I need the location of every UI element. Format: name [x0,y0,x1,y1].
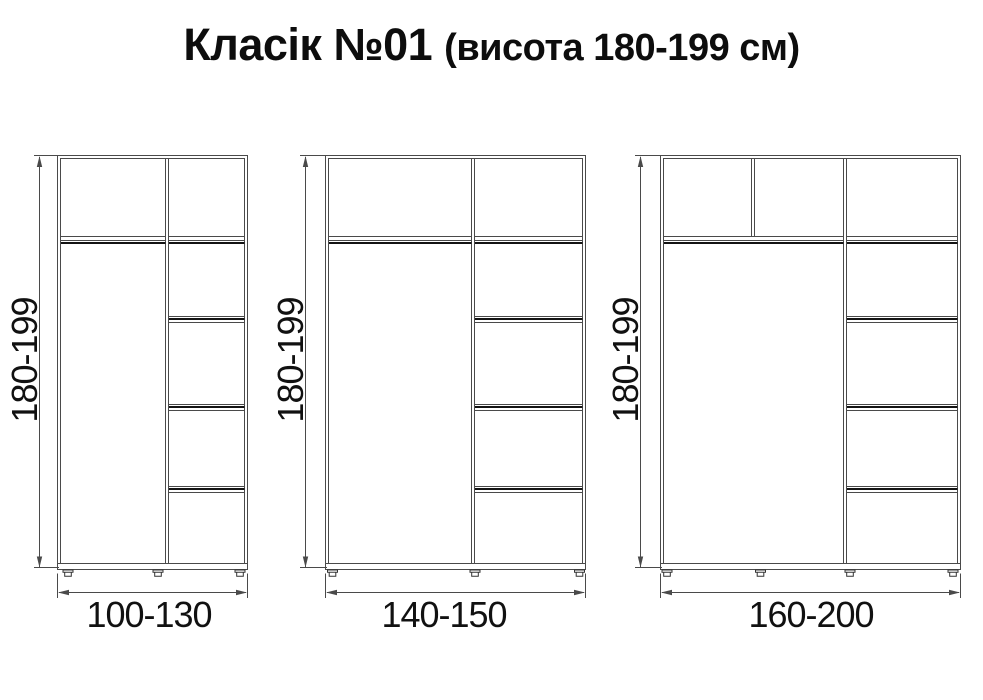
top-section-divider [751,158,755,237]
wardrobe-2-figure: 180-199 140-150 [270,155,586,635]
shelf-lines [329,236,583,493]
vertical-divider [843,158,847,564]
width-dimension-label: 140-150 [381,594,506,635]
width-dimension-label: 160-200 [748,594,873,635]
height-dimension: 180-199 [605,155,662,568]
cabinet-outline [57,155,248,570]
width-dimension-label: 100-130 [86,594,211,635]
height-dimension-lines [635,155,662,568]
width-dimension: 160-200 [660,573,961,635]
width-dimension-lines [660,573,961,598]
width-dimension: 100-130 [57,573,248,635]
shelf-shadow-lines [664,242,958,490]
vertical-divider [471,158,475,564]
shelf-shadow-lines [329,242,583,490]
height-dimension: 180-199 [4,155,59,568]
width-dimension: 140-150 [325,573,586,635]
page-title: Класік №01 (висота 180-199 см) [0,20,983,70]
cabinet-inner-walls [325,158,586,564]
cabinet-feet [327,569,585,577]
height-dimension-label: 180-199 [605,297,646,422]
cabinet-inner-walls [660,158,961,564]
height-dimension-label: 180-199 [4,297,45,422]
shelf-lines [664,236,958,493]
height-dimension: 180-199 [270,155,327,568]
shelf-shadow-lines [61,242,245,490]
width-dimension-lines [57,573,248,598]
wardrobe-3-figure: 180-199 160-200 [605,155,961,635]
cabinet-outline [660,155,961,570]
wardrobe-1-figure: 180-199 100-130 [4,155,248,635]
cabinet-feet [62,569,246,577]
height-dimension-lines [300,155,327,568]
width-dimension-lines [325,573,586,598]
page-title-sub: (висота 180-199 см) [444,27,800,69]
vertical-divider [165,158,169,564]
cabinet-inner-walls [57,158,248,564]
shelf-lines [61,236,245,493]
cabinet-feet [661,569,959,577]
height-dimension-label: 180-199 [270,297,311,422]
cabinet-outline [325,155,586,570]
height-dimension-lines [34,155,59,568]
page-title-main: Класік №01 [183,19,433,70]
